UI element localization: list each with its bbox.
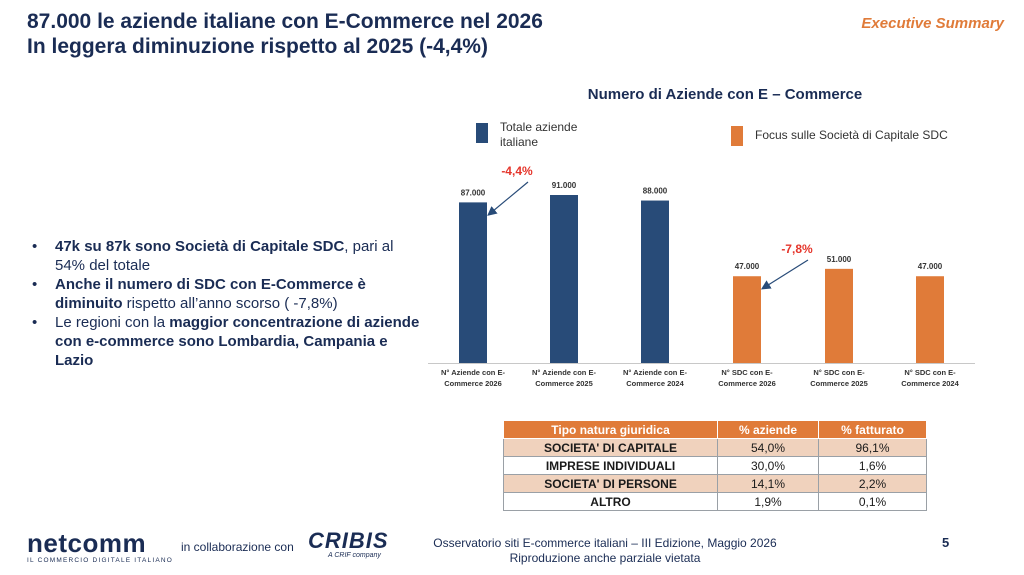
bullet-item: • 47k su 87k sono Società di Capitale SDC…: [30, 237, 420, 275]
chart-title: Numero di Aziende con E – Commerce: [587, 86, 863, 103]
bullet-list: • 47k su 87k sono Società di Capitale SDC…: [30, 237, 420, 370]
bullet-text: Le regioni con la: [55, 314, 170, 331]
category-label-6: Commerce 2024: [901, 379, 959, 388]
annotation-label-2: -7,8%: [781, 242, 813, 256]
legal-nature-table: Tipo natura giuridica % aziende % fattur…: [502, 420, 927, 511]
category-label-6: N° SDC con E-: [904, 368, 956, 377]
data-label-4: 47.000: [735, 262, 760, 271]
bullet-text: 47k su 87k sono Società di Capitale SDC: [55, 238, 345, 255]
footer-line-1: Osservatorio siti E-commerce italiani – …: [433, 536, 777, 550]
legend-label-2: Focus sulle Società di Capitale SDC: [755, 128, 948, 142]
legend-label-1: Totale aziende: [500, 120, 578, 134]
table-row: ALTRO 1,9% 0,1%: [502, 492, 927, 511]
cribis-logo-tagline: A CRIF company: [328, 552, 381, 559]
data-label-1: 87.000: [461, 188, 486, 197]
table-header-aziende: % aziende: [717, 420, 819, 439]
collaboration-text: in collaborazione con: [181, 540, 294, 554]
data-label-6: 47.000: [918, 262, 943, 271]
netcomm-logo: netcomm IL COMMERCIO DIGITALE ITALIANO: [27, 530, 173, 564]
annotation-arrow-1: [487, 181, 529, 216]
bar-6: [916, 276, 944, 363]
data-label-5: 51.000: [827, 255, 852, 264]
bar-1: [459, 202, 487, 363]
footer-source: Osservatorio siti E-commerce italiani – …: [430, 536, 780, 566]
slide-title: 87.000 le aziende italiane con E-Commerc…: [27, 9, 727, 59]
category-label-5: N° SDC con E-: [813, 368, 865, 377]
table-cell: 30,0%: [717, 456, 819, 475]
category-label-2: N° Aziende con E-: [532, 368, 596, 377]
legend-swatch-2: [731, 126, 743, 146]
bullet-item: • Le regioni con la maggior concentrazion…: [30, 313, 420, 370]
category-label-4: N° SDC con E-: [721, 368, 773, 377]
page-number: 5: [942, 535, 950, 550]
table-cell: 14,1%: [717, 474, 819, 493]
bar-chart: 87.000 N° Aziende con E- Commerce 2026 91.0…: [428, 120, 975, 388]
netcomm-logo-tagline: IL COMMERCIO DIGITALE ITALIANO: [27, 557, 174, 564]
section-label: Executive Summary: [861, 15, 1004, 32]
table-cell: 54,0%: [717, 438, 819, 457]
table-header-tipo: Tipo natura giuridica: [502, 420, 719, 439]
bar-4: [733, 276, 761, 363]
bullet-dot: •: [32, 314, 38, 331]
bullet-dot: •: [32, 238, 38, 255]
slide-title-line-1: 87.000 le aziende italiane con E-Commerc…: [27, 10, 543, 33]
cribis-logo-text: CRIBIS: [308, 528, 389, 553]
bar-3: [641, 200, 669, 363]
bullet-dot: •: [32, 276, 38, 293]
table-cell: 0,1%: [818, 492, 927, 511]
data-label-2: 91.000: [552, 181, 577, 190]
bullet-text: rispetto all’anno scorso ( -7,8%): [122, 295, 338, 312]
table-cell: 1,6%: [818, 456, 927, 475]
table-header-row: Tipo natura giuridica % aziende % fattur…: [502, 420, 927, 439]
table-cell: IMPRESE INDIVIDUALI: [502, 456, 719, 475]
category-label-5: Commerce 2025: [810, 379, 868, 388]
bar-2: [550, 195, 578, 363]
table-cell: SOCIETA' DI CAPITALE: [502, 438, 719, 457]
annotation-label-1: -4,4%: [501, 164, 533, 178]
category-label-3: N° Aziende con E-: [623, 368, 687, 377]
bullet-text: Anche il numero di SDC con E-Commerce è …: [55, 276, 366, 312]
category-label-2: Commerce 2025: [535, 379, 593, 388]
table-row: SOCIETA' DI PERSONE 14,1% 2,2%: [502, 474, 927, 493]
annotation-arrow-2: [760, 259, 809, 290]
table-cell: 96,1%: [818, 438, 927, 457]
table-cell: 1,9%: [717, 492, 819, 511]
category-label-4: Commerce 2026: [718, 379, 776, 388]
cribis-logo: CRIBIS A CRIF company: [308, 528, 389, 560]
bullet-text: maggior concentrazione di aziende con e-…: [55, 314, 420, 369]
bullet-item: • Anche il numero di SDC con E-Commerce è…: [30, 275, 420, 313]
legend-label-1: italiane: [500, 135, 538, 149]
slide-title-line-2: In leggera diminuzione rispetto al 2025 …: [27, 35, 488, 58]
legend-swatch-1: [476, 123, 488, 143]
table-row: IMPRESE INDIVIDUALI 30,0% 1,6%: [502, 456, 927, 475]
netcomm-logo-text: netcomm: [27, 528, 147, 558]
category-label-1: Commerce 2026: [444, 379, 502, 388]
table-cell: ALTRO: [502, 492, 719, 511]
data-label-3: 88.000: [643, 187, 668, 196]
bar-5: [825, 268, 853, 363]
table-cell: SOCIETA' DI PERSONE: [502, 474, 719, 493]
category-label-1: N° Aziende con E-: [441, 368, 505, 377]
footer-line-2: Riproduzione anche parziale vietata: [509, 551, 701, 565]
category-label-3: Commerce 2024: [626, 379, 684, 388]
table-header-fatturato: % fatturato: [818, 420, 927, 439]
bullet-text: , pari al 54% del totale: [55, 238, 394, 274]
table-cell: 2,2%: [818, 474, 927, 493]
table-row: SOCIETA' DI CAPITALE 54,0% 96,1%: [502, 438, 927, 457]
